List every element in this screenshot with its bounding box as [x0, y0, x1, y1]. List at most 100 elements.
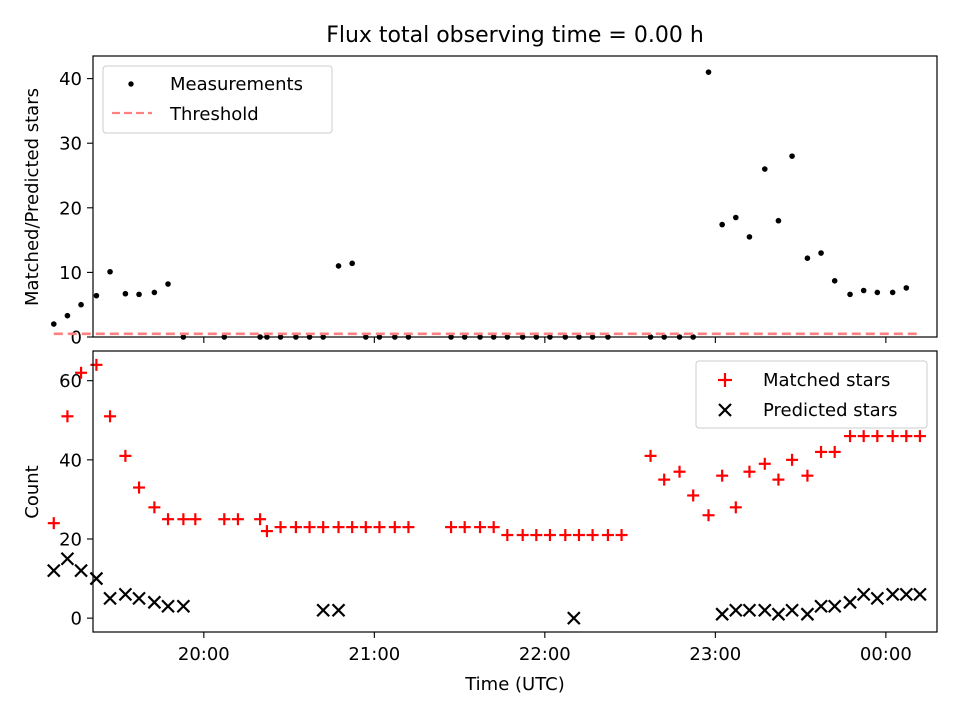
measurement-point — [335, 263, 342, 269]
top-y-ticks: 0 10 20 30 40 — [59, 69, 93, 349]
measurement-point — [151, 289, 158, 296]
bottom-x-ticks: 20:00 21:00 22:00 23:00 00:00 — [178, 632, 912, 665]
matched-star-point — [402, 521, 415, 534]
measurement-point — [93, 292, 100, 299]
matched-star-point — [530, 529, 543, 542]
matched-star-point — [260, 525, 273, 538]
matched-star-point — [458, 521, 471, 534]
measurement-point — [64, 312, 71, 319]
measurement-point — [78, 301, 84, 308]
x-tick-label: 23:00 — [689, 644, 741, 665]
predicted-star-point — [742, 603, 757, 618]
matched-star-point — [886, 430, 899, 443]
measurement-point — [903, 285, 910, 291]
measurement-point — [719, 221, 725, 228]
predicted-star-point — [60, 552, 75, 566]
measurement-point — [733, 214, 739, 221]
chart-title: Flux total observing time = 0.00 h — [326, 23, 704, 48]
predicted-star-point — [885, 587, 900, 602]
matched-star-point — [487, 521, 500, 534]
matched-star-point — [75, 366, 88, 379]
predicted-star-point — [176, 599, 191, 614]
matched-star-point — [231, 513, 244, 526]
top-y-tick-label: 10 — [59, 263, 82, 284]
matched-star-point — [61, 410, 74, 423]
bottom-legend: Matched stars Predicted stars — [695, 360, 928, 429]
predicted-star-point — [74, 563, 88, 578]
measurement-point — [860, 287, 867, 294]
measurement-point — [122, 290, 129, 297]
matched-star-point — [687, 489, 700, 502]
matched-star-point — [162, 513, 175, 526]
matched-star-point — [644, 449, 657, 462]
matched-star-point — [801, 469, 814, 482]
measurement-point — [804, 255, 811, 261]
matched-star-point — [743, 465, 756, 478]
predicted-star-point — [47, 563, 61, 578]
legend-measurements-label: Measurements — [170, 74, 303, 95]
predicted-star-point — [913, 587, 927, 602]
matched-star-point — [218, 513, 231, 526]
bottom-data-marks — [47, 358, 927, 625]
predicted-star-point — [132, 591, 146, 606]
matched-star-point — [274, 521, 287, 534]
matched-star-point — [559, 529, 572, 542]
predicted-star-point — [856, 587, 871, 602]
top-plot: 0 10 20 30 40 Matched/Predicted stars Measur… — [22, 55, 938, 349]
matched-star-point — [47, 517, 60, 530]
bottom-y-tick-label: 40 — [59, 450, 82, 471]
matched-star-point — [716, 469, 729, 482]
top-y-tick-label: 40 — [59, 69, 82, 90]
predicted-star-point — [316, 603, 330, 618]
matched-star-point — [119, 449, 132, 462]
matched-star-point — [359, 521, 372, 534]
measurement-point — [818, 250, 824, 256]
matched-star-point — [254, 513, 267, 526]
matched-star-point — [373, 521, 386, 534]
measurement-point — [761, 166, 768, 172]
matched-star-point — [828, 445, 841, 458]
predicted-star-point — [161, 599, 175, 614]
matched-star-point — [900, 430, 913, 443]
legend-predicted-label: Predicted stars — [763, 400, 897, 421]
predicted-star-point — [103, 591, 117, 606]
matched-star-point — [871, 430, 884, 443]
bottom-y-ticks: 0 20 40 60 — [59, 371, 93, 630]
matched-star-point — [332, 521, 345, 534]
predicted-star-point — [899, 587, 914, 602]
matched-star-point — [133, 481, 146, 494]
bottom-y-tick-label: 0 — [71, 609, 82, 630]
legend-threshold-label: Threshold — [169, 104, 259, 125]
legend-measurements-marker — [128, 81, 134, 87]
matched-star-point — [543, 529, 556, 542]
top-plot-frame — [92, 55, 938, 338]
x-tick-label: 22:00 — [519, 644, 571, 665]
measurement-point — [847, 291, 853, 298]
top-y-tick-label: 0 — [71, 328, 82, 349]
bottom-y-axis-label: Count — [22, 465, 43, 518]
matched-star-point — [445, 521, 458, 534]
predicted-star-point — [785, 603, 799, 618]
bottom-plot-frame — [92, 350, 938, 633]
predicted-star-point — [814, 599, 828, 614]
predicted-star-point — [118, 587, 133, 602]
measurement-point — [136, 291, 142, 298]
measurement-point — [50, 321, 57, 327]
matched-star-point — [673, 465, 686, 478]
predicted-star-point — [729, 603, 743, 618]
measurement-point — [831, 278, 838, 284]
x-tick-label: 21:00 — [348, 644, 400, 665]
top-legend: Measurements Threshold — [102, 65, 333, 134]
measurement-point — [746, 234, 753, 240]
matched-star-point — [317, 521, 330, 534]
matched-star-point — [913, 430, 926, 443]
matched-star-point — [702, 509, 715, 522]
predicted-star-point — [331, 603, 346, 618]
top-y-tick-label: 30 — [59, 134, 82, 155]
matched-star-point — [474, 521, 487, 534]
matched-star-point — [177, 513, 190, 526]
matched-star-point — [857, 430, 870, 443]
measurement-point — [165, 281, 171, 287]
matched-star-point — [658, 473, 671, 486]
